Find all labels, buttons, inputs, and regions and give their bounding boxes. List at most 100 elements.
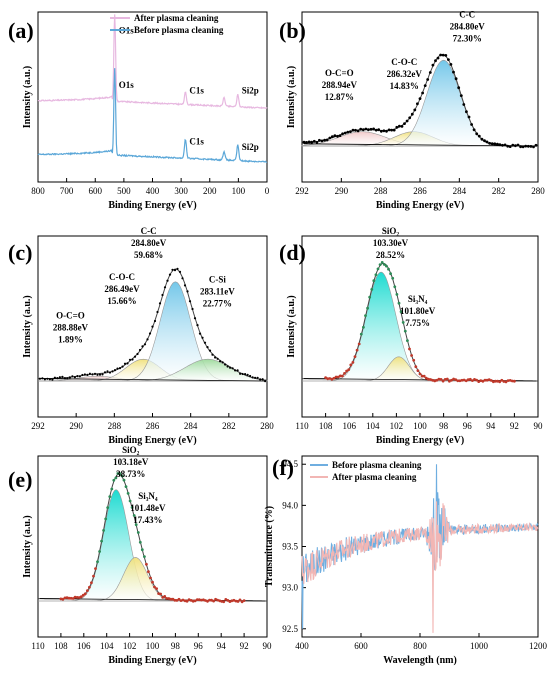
data-point <box>98 550 101 553</box>
data-point <box>46 377 49 380</box>
data-point <box>483 378 487 382</box>
x-axis-label: Wavelength (nm) <box>383 655 457 666</box>
data-point <box>494 379 497 383</box>
data-point <box>498 143 502 147</box>
data-point <box>420 374 424 378</box>
data-point <box>259 378 262 381</box>
data-point <box>408 116 412 120</box>
data-point <box>307 140 311 144</box>
x-tick-label: 90 <box>534 421 544 431</box>
peak-label: 284.80eV <box>131 238 167 248</box>
data-point <box>524 144 528 148</box>
data-point <box>113 369 117 372</box>
data-point <box>92 574 95 578</box>
peak-label: SiO₂ <box>382 226 400 236</box>
data-point <box>362 325 365 329</box>
data-point <box>106 506 110 509</box>
data-point <box>416 102 419 106</box>
data-point <box>130 506 134 509</box>
data-point <box>416 369 420 372</box>
data-point <box>110 487 114 491</box>
data-point <box>374 273 378 277</box>
series-line-1 <box>37 68 268 163</box>
data-point <box>168 273 172 276</box>
data-point <box>500 378 504 382</box>
x-axis-label: Binding Energy (eV) <box>108 655 196 666</box>
data-point <box>81 593 85 597</box>
data-point <box>401 321 405 324</box>
x-tick-label: 102 <box>123 641 137 651</box>
x-tick-label: 102 <box>390 421 404 431</box>
x-tick-label: 600 <box>354 641 368 651</box>
data-point <box>370 288 374 291</box>
data-point <box>133 355 137 358</box>
data-point <box>193 599 197 603</box>
data-point <box>128 499 132 503</box>
data-point <box>221 361 224 364</box>
data-point <box>203 341 207 344</box>
data-point <box>120 474 124 478</box>
peak-label: 12.87% <box>325 92 354 102</box>
data-point <box>372 127 375 131</box>
x-tick-label: 290 <box>69 421 83 431</box>
data-point <box>163 286 167 289</box>
data-point <box>511 143 515 147</box>
data-point <box>336 375 340 379</box>
peak-label: 72.30% <box>453 34 482 44</box>
x-axis-label: Binding Energy (eV) <box>108 200 196 211</box>
data-point <box>347 368 351 371</box>
data-point <box>424 376 428 380</box>
x-tick-label: 106 <box>77 641 91 651</box>
data-point <box>481 379 485 383</box>
data-point <box>53 376 57 379</box>
peak-label: C-O-C <box>109 272 135 282</box>
data-point <box>216 357 219 360</box>
x-tick-label: 94 <box>217 641 227 651</box>
y-axis-label: Intensity (a.u.) <box>22 515 33 578</box>
data-point <box>261 378 264 381</box>
data-point <box>431 63 435 67</box>
data-point <box>140 548 144 552</box>
data-point <box>71 597 75 600</box>
y-axis-label: Intensity (a.u.) <box>22 66 33 129</box>
data-point <box>452 70 455 74</box>
data-point <box>197 598 201 602</box>
y-tick-label: 94.5 <box>282 459 298 469</box>
data-point <box>364 314 367 317</box>
peak-label: O-C=O <box>325 68 354 78</box>
data-point <box>462 103 466 106</box>
panel-b: 292 290 288 286 284 282 280 Binding Energy (eV)… <box>279 10 545 211</box>
data-point <box>385 129 388 133</box>
peak-label: 59.68% <box>134 250 163 260</box>
peak-label: Si₃N₄ <box>138 491 158 501</box>
data-point <box>508 379 512 382</box>
data-point <box>532 145 535 149</box>
data-point <box>414 365 418 369</box>
x-tick-label: 108 <box>319 421 333 431</box>
data-point <box>67 596 71 600</box>
data-point <box>502 380 506 383</box>
data-point <box>122 478 126 482</box>
data-point <box>198 332 202 335</box>
data-point <box>387 267 390 271</box>
data-point <box>408 347 411 351</box>
data-point <box>418 372 422 376</box>
data-point <box>508 145 512 149</box>
x-tick-label: 292 <box>295 186 309 196</box>
data-point <box>338 374 342 378</box>
data-point <box>143 343 147 346</box>
data-point <box>126 492 130 495</box>
data-point <box>63 377 66 380</box>
x-tick-label: 286 <box>413 186 427 196</box>
data-point <box>165 597 169 600</box>
data-point <box>204 599 207 602</box>
data-point <box>395 125 399 129</box>
data-point <box>333 134 337 138</box>
panel-label: (f) <box>272 455 294 480</box>
data-point <box>108 495 112 498</box>
data-point <box>477 380 481 383</box>
data-point <box>434 59 437 63</box>
data-point <box>98 373 102 376</box>
data-point <box>166 279 169 282</box>
